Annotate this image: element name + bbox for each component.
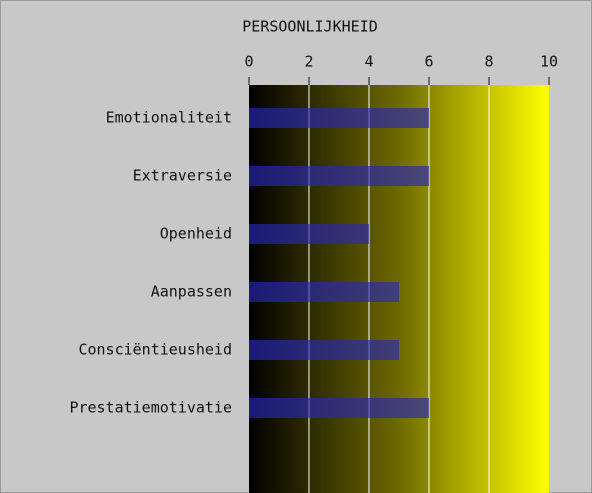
bar — [249, 398, 429, 418]
y-tick-label: Consciëntieusheid — [78, 341, 232, 359]
x-tick-label: 10 — [540, 53, 558, 71]
chart-title: PERSOONLIJKHEID — [242, 18, 377, 36]
bar — [249, 166, 429, 186]
bar — [249, 224, 369, 244]
bar — [249, 340, 399, 360]
y-tick-label: Aanpassen — [151, 283, 232, 301]
x-tick-label: 0 — [244, 53, 253, 71]
x-tick-label: 6 — [424, 53, 433, 71]
y-tick-label: Extraversie — [133, 167, 232, 185]
y-tick-label: Prestatiemotivatie — [69, 399, 232, 417]
x-tick-label: 8 — [484, 53, 493, 71]
bar — [249, 108, 429, 128]
y-tick-label: Emotionaliteit — [106, 109, 232, 127]
y-tick-label: Openheid — [160, 225, 232, 243]
x-tick-label: 2 — [304, 53, 313, 71]
bar — [249, 282, 399, 302]
x-tick-label: 4 — [364, 53, 373, 71]
